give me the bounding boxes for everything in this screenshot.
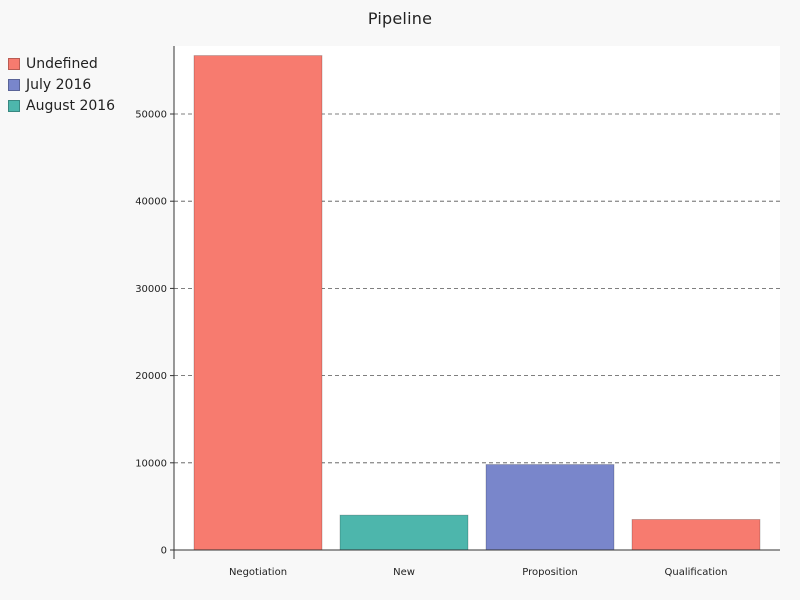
bars-layer xyxy=(193,55,761,551)
bar-new[interactable] xyxy=(339,514,469,551)
legend-item-july-2016[interactable]: July 2016 xyxy=(8,74,158,95)
legend-swatch-july-2016 xyxy=(8,78,20,91)
legend-label-august-2016: August 2016 xyxy=(26,97,116,114)
legend-item-undefined[interactable]: Undefined xyxy=(8,53,158,74)
bar-proposition[interactable] xyxy=(485,464,615,551)
y-tick-label-30000: 30000 xyxy=(135,284,167,295)
x-tick-label-new: New xyxy=(393,567,415,578)
legend: Undefined July 2016 August 2016 xyxy=(8,53,158,116)
legend-item-august-2016[interactable]: August 2016 xyxy=(8,95,158,116)
bar-qualification[interactable] xyxy=(631,519,761,551)
chart-title: Pipeline xyxy=(367,9,433,28)
y-tick-label-10000: 10000 xyxy=(135,458,167,469)
legend-label-july-2016: July 2016 xyxy=(26,76,92,93)
y-tick-label-50000: 50000 xyxy=(135,110,167,121)
legend-swatch-august-2016 xyxy=(8,99,20,112)
legend-label-undefined: Undefined xyxy=(26,55,98,72)
x-tick-label-qualification: Qualification xyxy=(665,567,728,578)
y-tick-label-40000: 40000 xyxy=(135,197,167,208)
y-tick-label-20000: 20000 xyxy=(135,371,167,382)
axis-layer: 0 10000 20000 30000 40000 50000 Negotiation New… xyxy=(135,46,780,578)
legend-swatch-undefined xyxy=(8,57,20,70)
x-tick-label-negotiation: Negotiation xyxy=(229,567,287,578)
y-tick-label-0: 0 xyxy=(161,546,167,557)
x-tick-label-proposition: Proposition xyxy=(522,567,577,578)
bar-negotiation[interactable] xyxy=(193,55,323,551)
